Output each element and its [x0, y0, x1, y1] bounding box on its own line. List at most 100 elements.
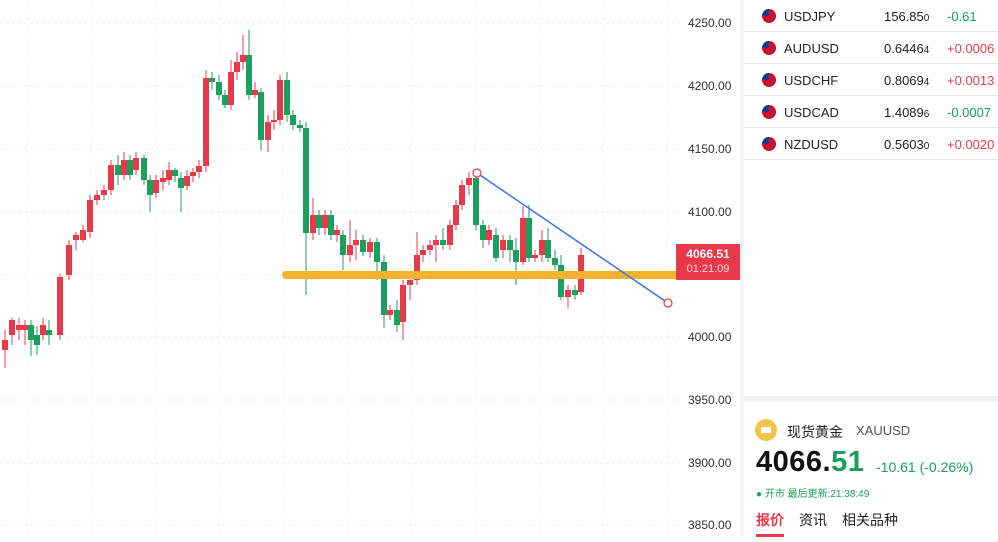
candle-body — [407, 280, 413, 285]
candle-body — [121, 160, 127, 175]
candle-countdown: 01:21:09 — [686, 263, 730, 275]
candle-body — [310, 215, 316, 233]
trendline-handle-start — [472, 168, 482, 178]
quote-tabs: 报价 资讯 相关品种 — [756, 510, 913, 530]
tab-news[interactable]: 资讯 — [799, 512, 827, 528]
candle-body — [246, 55, 252, 95]
watchlist-row-nzdusd[interactable]: NZDUSD 0.56030 +0.0020 — [744, 128, 998, 160]
candle-body — [265, 122, 271, 140]
candle-body — [440, 240, 446, 245]
candle-body — [203, 78, 209, 166]
candle-body — [347, 245, 353, 255]
trendline — [476, 172, 669, 304]
watchlist-row-usdcad[interactable]: USDCAD 1.40896 -0.0007 — [744, 96, 998, 128]
us-flag-icon — [762, 9, 776, 23]
candlestick-chart[interactable] — [0, 0, 740, 536]
price-change: +0.0006 — [947, 41, 995, 56]
symbol-label: USDJPY — [784, 9, 836, 24]
candle-body — [166, 170, 172, 180]
watchlist-row-usdjpy[interactable]: USDJPY 156.850 -0.61 — [744, 0, 998, 32]
watchlist-row-usdchf[interactable]: USDCHF 0.80694 +0.0013 — [744, 64, 998, 96]
candle-body — [127, 160, 133, 175]
quote-panel: 现货黄金 XAUUSD 4066.51 -10.61 (-0.26%) ● 开市… — [744, 396, 998, 542]
y-axis-label: 4250.00 — [688, 16, 732, 30]
y-axis-label: 4000.00 — [688, 330, 732, 344]
candle-body — [414, 255, 420, 280]
candle-body — [228, 72, 234, 105]
candle-body — [539, 240, 545, 255]
candle-body — [94, 195, 100, 200]
nz-flag-icon — [762, 137, 776, 151]
candle-body — [190, 172, 196, 176]
price-change: -0.0007 — [947, 105, 992, 120]
candle-body — [493, 235, 499, 258]
candle-body — [160, 178, 166, 182]
ch-flag-icon — [762, 73, 776, 87]
y-axis-label: 3950.00 — [688, 393, 732, 407]
candle-body — [526, 218, 532, 258]
candle-body — [258, 92, 264, 140]
candle-body — [108, 165, 114, 190]
candle-body — [234, 62, 240, 72]
candle-body — [328, 215, 334, 235]
candle-body — [297, 125, 303, 128]
candle-body — [466, 178, 472, 185]
price-change: -0.61 — [947, 9, 977, 24]
candle-body — [532, 255, 538, 258]
candle-body — [340, 235, 346, 255]
candle-body — [459, 185, 465, 205]
instrument-code: XAUUSD — [856, 423, 911, 438]
market-status: ● 开市 最后更新:21:38:49 — [756, 489, 870, 500]
symbol-label: NZDUSD — [784, 137, 839, 152]
candle-body — [40, 325, 46, 335]
y-axis-label: 3850.00 — [688, 518, 732, 532]
y-axis-label: 4200.00 — [688, 79, 732, 93]
candle-body — [322, 215, 328, 228]
candle-body — [277, 80, 283, 120]
tab-quote[interactable]: 报价 — [756, 512, 784, 528]
ca-flag-icon — [762, 105, 776, 119]
candle-body — [387, 310, 393, 315]
candle-body — [507, 240, 513, 250]
last-price: 156.850 — [884, 9, 930, 24]
candle-body — [565, 290, 571, 297]
price-chart[interactable]: 4250.00 4200.00 4150.00 4100.00 4000.00 … — [0, 0, 740, 536]
current-price-badge: 4066.51 01:21:09 — [676, 244, 740, 280]
panel-divider[interactable] — [740, 0, 744, 536]
candle-body — [334, 230, 340, 235]
candle-body — [353, 240, 359, 245]
candle-body — [558, 265, 564, 297]
candle-body — [9, 320, 15, 335]
candle-body — [486, 230, 492, 240]
candle-body — [2, 340, 8, 350]
candle-body — [252, 90, 258, 95]
candle-body — [520, 218, 526, 262]
candle-body — [34, 335, 40, 345]
tab-related[interactable]: 相关品种 — [842, 512, 898, 528]
candle-body — [394, 310, 400, 325]
candle-body — [57, 277, 63, 335]
last-price: 0.80694 — [884, 73, 930, 88]
candle-body — [545, 240, 551, 258]
candle-body — [513, 250, 519, 262]
price-change: +0.0020 — [947, 137, 995, 152]
instrument-change: -10.61 (-0.26%) — [876, 459, 974, 475]
candle-body — [172, 170, 178, 176]
watchlist-row-audusd[interactable]: AUDUSD 0.64464 +0.0006 — [744, 32, 998, 64]
candle-body — [153, 180, 159, 193]
au-flag-icon — [762, 41, 776, 55]
candle-body — [572, 290, 578, 295]
y-axis-label: 4100.00 — [688, 205, 732, 219]
watchlist-panel: USDJPY 156.850 -0.61 AUDUSD 0.64464 +0.0… — [744, 0, 998, 160]
candle-body — [500, 240, 506, 250]
y-axis-label: 4150.00 — [688, 142, 732, 156]
candle-body — [447, 225, 453, 245]
candle-body — [420, 250, 426, 255]
candle-body — [141, 158, 147, 180]
candle-body — [480, 225, 486, 240]
last-price: 1.40896 — [884, 105, 930, 120]
candle-body — [147, 180, 153, 195]
candle-body — [87, 200, 93, 232]
candle-body — [178, 178, 184, 188]
candle-body — [16, 325, 22, 330]
